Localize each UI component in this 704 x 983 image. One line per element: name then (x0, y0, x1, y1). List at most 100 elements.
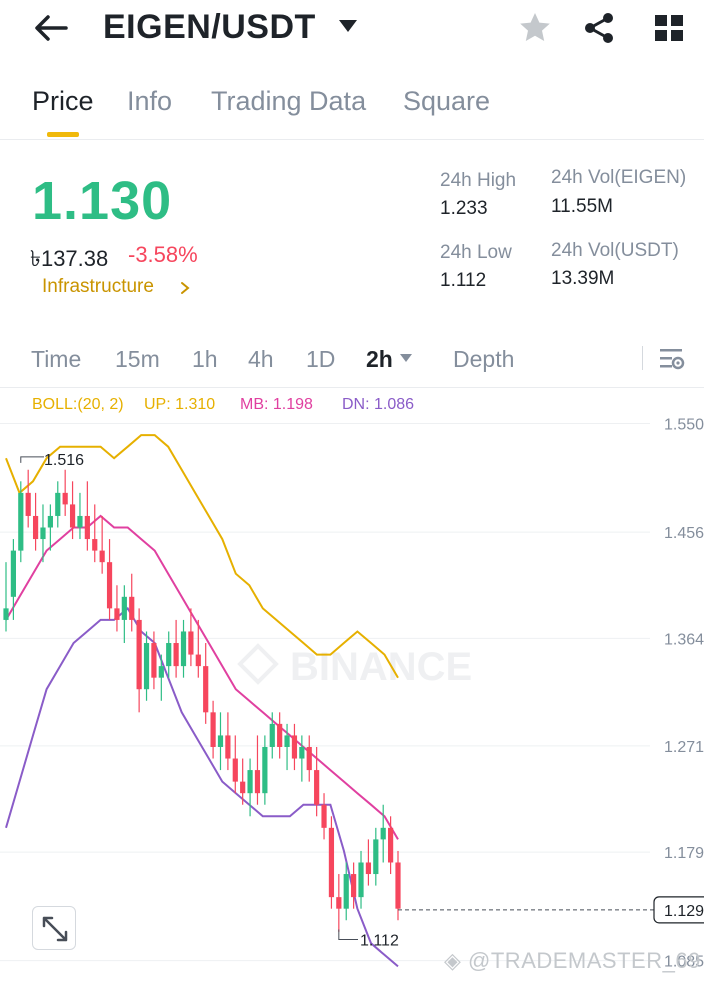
candle-body (314, 770, 320, 805)
chevron-right-icon[interactable] (180, 281, 190, 295)
y-tick-label: 1.179 (664, 845, 704, 862)
interval-4h[interactable]: 4h (248, 346, 274, 372)
candle-body (92, 539, 98, 551)
fiat-price: ৳137.38 (30, 246, 109, 271)
candlestick-chart[interactable]: BINANCE 1.516 1.112 1.129 1.550 1.456 1.364 1… (0, 388, 704, 983)
candle-body (306, 746, 312, 771)
candle-body (269, 723, 275, 747)
current-price-tag (653, 896, 704, 924)
pair-title[interactable]: EIGEN/USDT (103, 8, 316, 46)
interval-1h[interactable]: 1h (192, 346, 218, 372)
y-tick-label: 1.364 (664, 631, 704, 648)
candle-body (358, 862, 364, 898)
candle-body (351, 874, 357, 898)
candle-body (114, 608, 120, 620)
tab-price[interactable]: Price (32, 86, 94, 116)
candle-body (77, 515, 83, 528)
y-tick-label: 1.271 (664, 739, 704, 756)
candle-body (25, 492, 31, 516)
expand-chart-button[interactable] (32, 906, 76, 950)
vol-base-label: 24h Vol(EIGEN) (551, 167, 687, 188)
interval-time[interactable]: Time (31, 346, 82, 372)
candle-body (388, 827, 394, 863)
candle-body (136, 619, 142, 690)
candle-body (84, 515, 90, 540)
y-tick-label: 1.456 (664, 525, 704, 542)
low-value: 1.112 (440, 270, 487, 291)
favorite-star-icon[interactable] (518, 11, 552, 45)
candle-body (328, 827, 335, 898)
interval-1d[interactable]: 1D (306, 346, 336, 372)
candle-body (10, 550, 16, 597)
candle-body (203, 666, 209, 713)
expand-icon (42, 916, 68, 942)
caret-down-icon[interactable] (399, 353, 413, 363)
high-label: 24h High (440, 170, 517, 191)
boll-label: BOLL:(20, 2) (32, 396, 124, 413)
candle-body (99, 550, 105, 563)
candle-body (254, 770, 261, 794)
candle-body (343, 874, 349, 909)
candle-body (121, 596, 127, 620)
max-price-label: 1.516 (44, 452, 84, 469)
top-bar: EIGEN/USDT (0, 0, 704, 62)
low-label: 24h Low (440, 242, 512, 263)
candle-body (395, 862, 401, 909)
boll-dn-line (5, 606, 399, 968)
min-marker-line (338, 929, 358, 940)
caret-down-icon[interactable] (338, 19, 358, 33)
y-tick-label: 1.085 (664, 954, 704, 971)
candle-body (291, 735, 298, 759)
active-tab-indicator (47, 132, 79, 137)
candle-body (299, 746, 305, 759)
candle-body (32, 515, 39, 540)
candle-body (210, 712, 216, 747)
candle-body (69, 504, 76, 528)
sector-tag[interactable]: Infrastructure (42, 276, 154, 297)
candle-body (3, 608, 9, 620)
interval-2h[interactable]: 2h (366, 346, 393, 372)
main-tabs: Price Info Trading Data Square (0, 80, 704, 140)
candle-body (180, 631, 187, 667)
boll-mb-label: MB: 1.198 (240, 396, 313, 413)
candle-body (262, 746, 268, 794)
high-value: 1.233 (440, 198, 488, 219)
candle-body (55, 492, 61, 516)
interval-depth[interactable]: Depth (453, 346, 515, 372)
vol-base-value: 11.55M (551, 196, 613, 217)
candle-body (240, 781, 246, 794)
candle-body (232, 758, 238, 782)
candle-body (173, 643, 179, 667)
interval-bar: Time 15m 1h 4h 1D 2h Depth (0, 330, 704, 388)
min-price-label: 1.112 (360, 932, 399, 949)
chart-settings-icon[interactable] (658, 346, 686, 372)
candle-body (129, 596, 135, 620)
candle-body (373, 839, 379, 875)
current-price-label: 1.129 (664, 903, 704, 920)
y-tick-label: 1.550 (664, 417, 704, 434)
candle-body (143, 643, 150, 690)
candle-body (321, 804, 327, 828)
tab-info[interactable]: Info (127, 86, 173, 116)
divider (642, 346, 643, 370)
boll-mb-line (5, 514, 399, 840)
back-arrow-icon[interactable] (32, 12, 68, 44)
vol-quote-value: 13.39M (551, 268, 615, 289)
candle-body (158, 666, 164, 678)
interval-15m[interactable]: 15m (115, 346, 160, 372)
grid-menu-icon[interactable] (654, 14, 684, 42)
last-price: 1.130 (32, 171, 173, 231)
boll-up-label: UP: 1.310 (144, 396, 216, 413)
share-icon[interactable] (582, 11, 616, 45)
candle-body (18, 492, 24, 551)
tab-trading-data[interactable]: Trading Data (211, 86, 367, 116)
candle-body (151, 643, 157, 678)
change-percent: -3.58% (128, 242, 198, 267)
candle-body (188, 631, 194, 655)
candle-body (40, 527, 46, 540)
tab-square[interactable]: Square (403, 86, 491, 116)
candle-body (284, 735, 290, 747)
candle-body (277, 723, 283, 747)
candle-body (247, 770, 253, 794)
boll-up-line (5, 434, 399, 679)
